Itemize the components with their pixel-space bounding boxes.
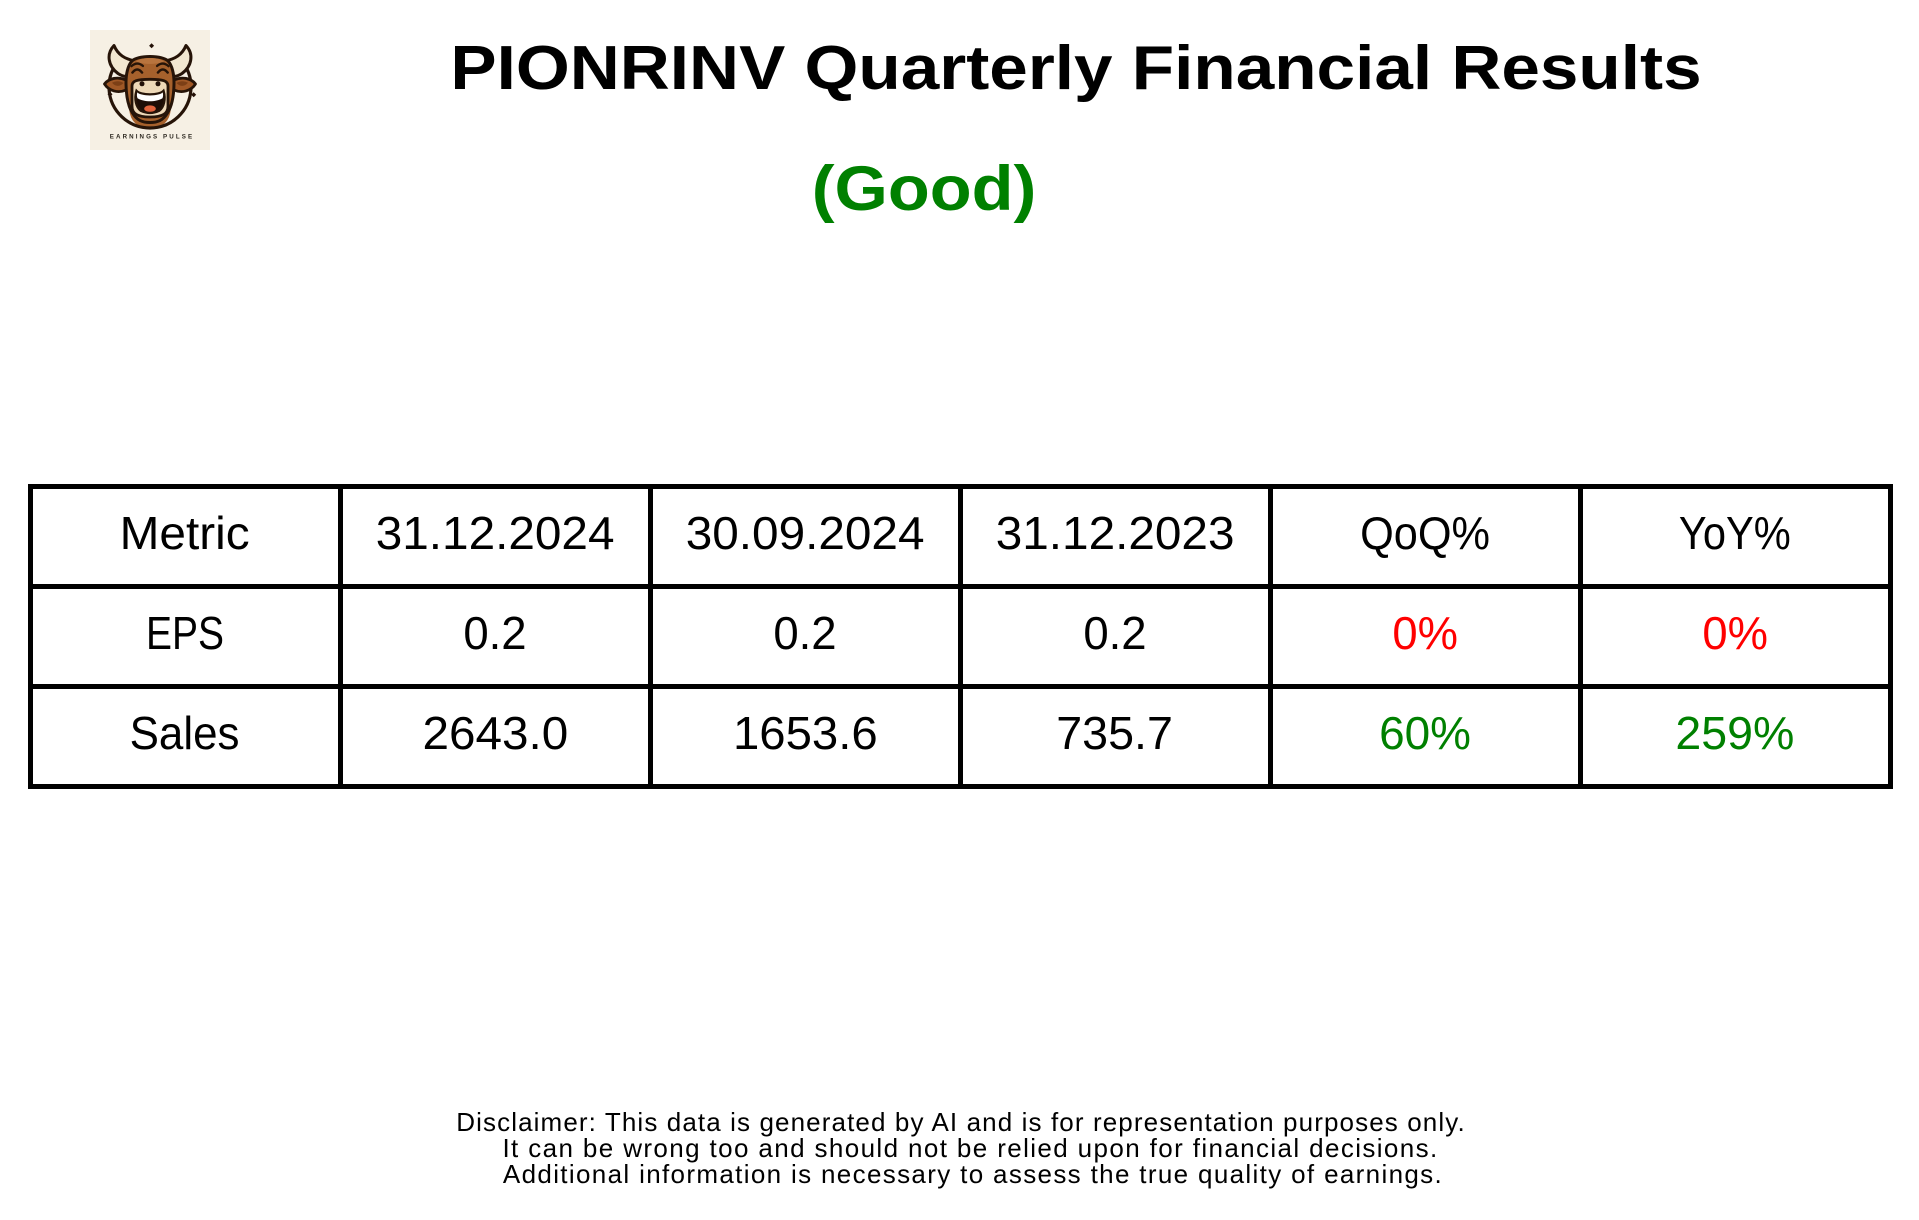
svg-text:EARNINGS PULSE: EARNINGS PULSE bbox=[110, 134, 194, 141]
